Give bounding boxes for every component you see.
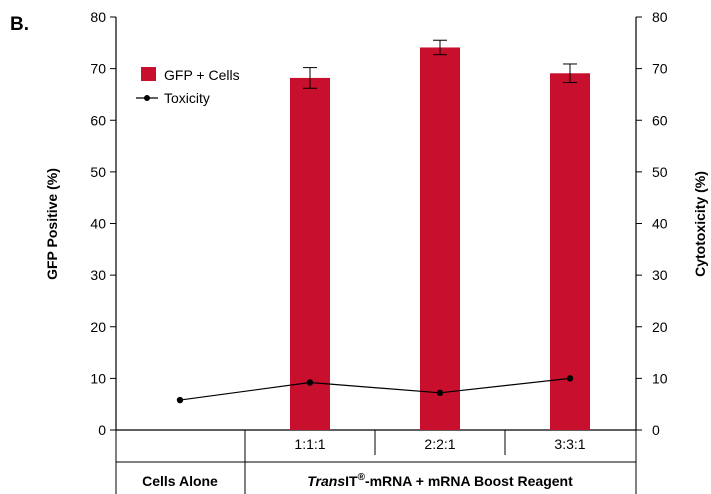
left-tick-label: 10 — [90, 370, 106, 386]
category-table — [115, 429, 637, 494]
toxicity-point — [566, 375, 574, 382]
left-tick-label: 70 — [90, 61, 106, 77]
toxicity-line — [179, 377, 571, 401]
right-tick-label: 10 — [652, 370, 668, 386]
category-label: 1:1:1 — [294, 436, 325, 452]
left-axis-title: GFP Positive (%) — [44, 168, 60, 280]
toxicity-point — [176, 396, 184, 404]
category-label: 2:2:1 — [424, 436, 455, 452]
right-axis-ticks: 0 10 20 30 40 50 60 70 80 — [636, 9, 668, 438]
bar-gfp — [550, 73, 590, 431]
category-labels: 1:1:1 2:2:1 3:3:1 — [294, 436, 585, 452]
right-tick-label: 70 — [652, 61, 668, 77]
legend-label-toxicity: Toxicity — [164, 90, 210, 106]
left-tick-label: 30 — [90, 267, 106, 283]
legend-swatch-gfp — [141, 67, 156, 81]
right-axis-title: Cytotoxicity (%) — [692, 171, 708, 277]
bar-gfp — [420, 47, 460, 431]
group-label-registered: ® — [358, 472, 366, 483]
legend-label-gfp: GFP + Cells — [164, 67, 240, 83]
right-tick-label: 60 — [652, 112, 668, 128]
group-label-transit-italic: Trans — [307, 473, 345, 489]
left-tick-label: 20 — [90, 319, 106, 335]
right-tick-label: 40 — [652, 216, 668, 232]
toxicity-point — [436, 389, 444, 397]
right-tick-label: 80 — [652, 9, 668, 25]
panel-label: B. — [10, 14, 29, 35]
group-label-transit: TransIT®-mRNA + mRNA Boost Reagent — [307, 472, 573, 489]
toxicity-point — [306, 379, 314, 386]
group-label-transit-suffix: -mRNA + mRNA Boost Reagent — [365, 473, 573, 489]
category-label: 3:3:1 — [554, 436, 585, 452]
left-axis-ticks: 0 10 20 30 40 50 60 70 80 — [90, 9, 116, 438]
left-tick-label: 0 — [98, 422, 106, 438]
right-tick-label: 0 — [652, 422, 660, 438]
bar-series — [290, 47, 590, 431]
left-tick-label: 80 — [90, 9, 106, 25]
group-label-transit-it: IT — [345, 473, 358, 489]
bar-gfp — [290, 77, 330, 430]
legend: GFP + Cells Toxicity — [136, 67, 240, 106]
error-bars — [303, 39, 577, 89]
left-tick-label: 40 — [90, 216, 106, 232]
group-label-cells-alone: Cells Alone — [142, 473, 218, 489]
right-tick-label: 20 — [652, 319, 668, 335]
left-tick-label: 50 — [90, 164, 106, 180]
legend-marker-toxicity — [144, 95, 150, 101]
right-tick-label: 50 — [652, 164, 668, 180]
right-tick-label: 30 — [652, 267, 668, 283]
toxicity-series — [176, 375, 574, 404]
left-tick-label: 60 — [90, 112, 106, 128]
